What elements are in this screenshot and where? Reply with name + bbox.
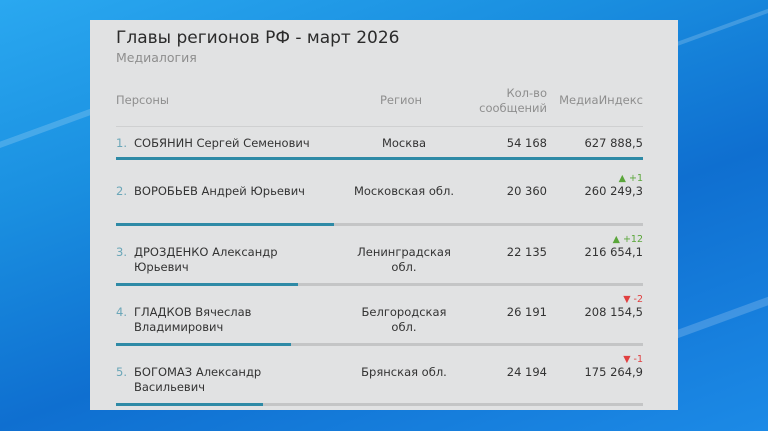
index-bar-fill <box>116 343 291 346</box>
index-bar-track <box>116 343 643 346</box>
card-title: Главы регионов РФ - март 2026 <box>116 28 400 48</box>
header-count: Кол-во сообщений <box>479 86 547 116</box>
index-bar-track <box>116 403 643 406</box>
index-bar-fill <box>116 283 298 286</box>
media-index: 208 154,5 <box>584 305 643 319</box>
message-count: 26 191 <box>506 305 547 319</box>
index-bar-fill <box>116 403 264 406</box>
rank-number: 1. <box>116 136 127 150</box>
region-name: Московская обл. <box>353 184 455 198</box>
message-count: 54 168 <box>506 136 547 150</box>
rank-change: ▲ +12 <box>612 234 643 245</box>
media-index: 216 654,1 <box>584 245 643 259</box>
media-index: 175 264,9 <box>584 365 643 379</box>
message-count: 24 194 <box>506 365 547 379</box>
person-name: ДРОЗДЕНКО Александр Юрьевич <box>134 245 278 274</box>
media-index: 260 249,3 <box>584 184 643 198</box>
person-name: ВОРОБЬЕВ Андрей Юрьевич <box>134 184 305 198</box>
rank-change: ▼ -1 <box>623 354 643 365</box>
index-bar-track <box>116 283 643 286</box>
person-name: СОБЯНИН Сергей Семенович <box>134 136 310 150</box>
header-count-line2: сообщений <box>479 101 547 115</box>
rank-number: 2. <box>116 184 127 198</box>
card-subtitle: Медиалогия <box>116 50 197 65</box>
region-name: Москва <box>381 136 427 150</box>
rank-number: 4. <box>116 305 127 319</box>
rank-number: 5. <box>116 365 127 379</box>
index-bar-fill <box>116 223 335 226</box>
message-count: 20 360 <box>506 184 547 198</box>
header-persons: Персоны <box>116 93 169 107</box>
region-name: Брянская обл. <box>361 365 447 379</box>
region-name: Белгородская обл. <box>361 305 447 334</box>
header-divider <box>116 126 643 127</box>
ranking-card: Главы регионов РФ - март 2026 Медиалогия… <box>90 20 678 410</box>
person-name: ГЛАДКОВ Вячеслав Владимирович <box>134 305 252 334</box>
header-region: Регион <box>380 93 423 107</box>
header-index: МедиаИндекс <box>559 93 643 107</box>
index-bar-track <box>116 223 643 226</box>
message-count: 22 135 <box>506 245 547 259</box>
rank-change: ▲ +1 <box>618 173 643 184</box>
media-index: 627 888,5 <box>584 136 643 150</box>
header-count-line1: Кол-во <box>506 86 547 100</box>
rank-number: 3. <box>116 245 127 259</box>
person-name: БОГОМАЗ Александр Васильевич <box>134 365 262 394</box>
index-bar-track <box>116 157 643 160</box>
rank-change: ▼ -2 <box>623 294 643 305</box>
region-name: Ленинградская обл. <box>357 245 451 274</box>
index-bar-fill <box>116 157 643 160</box>
